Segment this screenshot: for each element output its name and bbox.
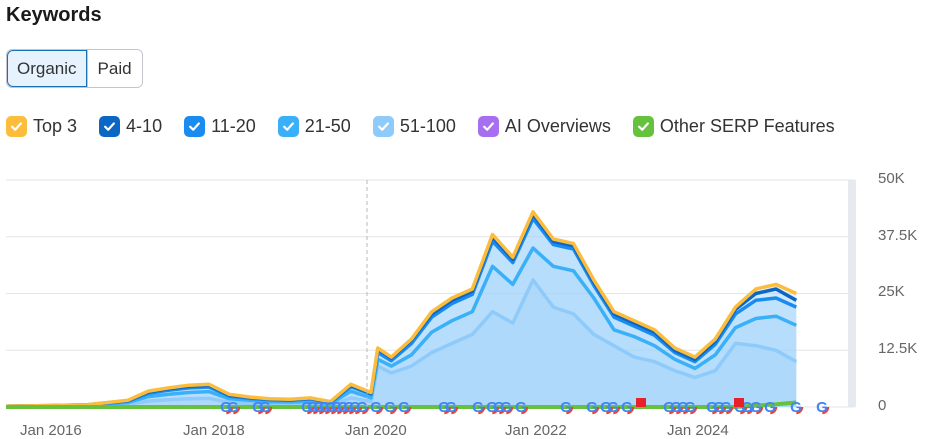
legend-label: Top 3 (33, 116, 78, 136)
legend-label: 11-20 (211, 116, 256, 136)
svg-text:G: G (750, 399, 762, 416)
svg-text:G: G (816, 399, 828, 416)
y-tick: 12.5K (878, 340, 918, 357)
legend-21-50[interactable]: 21-50 (277, 116, 351, 137)
chart-legend: Top 3 4-10 11-20 21-50 51-100 AI Overvie… (6, 116, 857, 137)
legend-label: 4-10 (126, 116, 163, 136)
svg-text:G: G (600, 399, 612, 416)
legend-ai-overviews[interactable]: AI Overviews (477, 116, 611, 137)
svg-text:G: G (663, 399, 675, 416)
svg-text:G: G (325, 399, 337, 416)
svg-text:G: G (586, 399, 598, 416)
tab-organic[interactable]: Organic (7, 50, 87, 87)
svg-text:G: G (356, 399, 368, 416)
checkbox-checked-icon[interactable] (6, 116, 27, 137)
legend-4-10[interactable]: 4-10 (99, 116, 162, 137)
svg-text:G: G (220, 399, 232, 416)
legend-51-100[interactable]: 51-100 (372, 116, 456, 137)
svg-text:G: G (343, 399, 355, 416)
legend-other-serp[interactable]: Other SERP Features (632, 116, 835, 137)
legend-label: Other SERP Features (659, 116, 835, 136)
svg-text:G: G (319, 399, 331, 416)
svg-text:G: G (370, 399, 382, 416)
svg-text:G: G (741, 399, 753, 416)
svg-text:G: G (706, 399, 718, 416)
svg-text:G: G (384, 399, 396, 416)
svg-text:G: G (515, 399, 527, 416)
svg-text:G: G (227, 399, 239, 416)
svg-text:G: G (486, 399, 498, 416)
svg-text:G: G (252, 399, 264, 416)
svg-text:G: G (684, 399, 696, 416)
svg-text:G: G (307, 399, 319, 416)
svg-text:G: G (670, 399, 682, 416)
checkbox-checked-icon[interactable] (277, 116, 299, 137)
svg-text:G: G (438, 399, 450, 416)
page-title: Keywords (6, 4, 102, 26)
svg-text:G: G (398, 399, 410, 416)
svg-text:G: G (259, 399, 271, 416)
svg-text:G: G (790, 399, 802, 416)
checkbox-checked-icon[interactable] (184, 116, 206, 137)
svg-text:G: G (677, 399, 689, 416)
svg-text:G: G (472, 399, 484, 416)
svg-text:G: G (621, 399, 633, 416)
svg-text:G: G (337, 399, 349, 416)
svg-text:G: G (500, 399, 512, 416)
organic-paid-toggle: Organic Paid (6, 49, 143, 88)
svg-text:G: G (607, 399, 619, 416)
svg-text:G: G (301, 399, 313, 416)
legend-label: 51-100 (399, 116, 456, 136)
y-tick: 25K (878, 283, 905, 300)
svg-text:G: G (560, 399, 572, 416)
svg-text:G: G (445, 399, 457, 416)
checkbox-checked-icon[interactable] (372, 116, 394, 137)
y-tick: 0 (878, 397, 887, 414)
legend-label: AI Overviews (504, 116, 611, 136)
svg-text:G: G (349, 399, 361, 416)
y-tick: 50K (878, 170, 905, 187)
tab-paid[interactable]: Paid (86, 50, 142, 87)
legend-label: 21-50 (304, 116, 351, 136)
svg-text:G: G (764, 399, 776, 416)
svg-text:G: G (713, 399, 725, 416)
checkbox-checked-icon[interactable] (99, 116, 121, 137)
svg-text:G: G (493, 399, 505, 416)
svg-text:G: G (331, 399, 343, 416)
checkbox-checked-icon[interactable] (632, 116, 654, 137)
svg-text:G: G (720, 399, 732, 416)
y-tick: 37.5K (878, 227, 918, 244)
svg-text:G: G (734, 399, 746, 416)
checkbox-checked-icon[interactable] (477, 116, 499, 137)
legend-11-20[interactable]: 11-20 (184, 116, 256, 137)
legend-top3[interactable]: Top 3 (6, 116, 77, 137)
svg-text:G: G (313, 399, 325, 416)
